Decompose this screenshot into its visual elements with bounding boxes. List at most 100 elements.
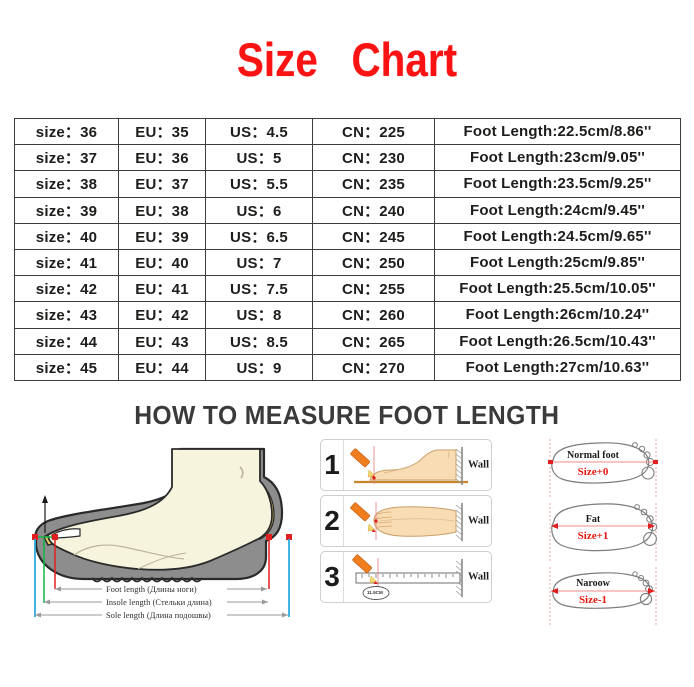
size-chart-table-zone: size：36 EU：35 US：4.5 CN：225 Foot Length:…	[0, 117, 694, 381]
cell-foot-length: Foot Length:26.5cm/10.43''	[434, 327, 681, 355]
step-number: 2	[321, 495, 344, 546]
shoe-cross-section-svg	[32, 447, 292, 618]
foot-type-fat-svg	[549, 502, 658, 563]
table-row: size：42 EU：41 US：7.5 CN：255 Foot Length:…	[14, 275, 681, 303]
cell-foot-length: Foot Length:23.5cm/9.25''	[434, 170, 681, 198]
cell-size: size：45	[14, 353, 119, 381]
cell-foot-length: Foot Length:24.5cm/9.65''	[434, 222, 681, 250]
foot-type-size-adjust: Size-1	[578, 593, 608, 606]
wall-label: Wall	[467, 515, 489, 527]
wall-label: Wall	[467, 571, 489, 583]
wall-label: Wall	[467, 459, 489, 471]
cell-size: size：44	[14, 327, 119, 355]
foot-type-normal-svg	[548, 438, 658, 499]
cell-foot-length: Foot Length:22.5cm/8.86''	[434, 117, 681, 146]
step-3-illustration: 11.5CM Wall	[344, 552, 491, 602]
foot-type-narrow-svg	[549, 566, 657, 627]
foot-type-panel: Normal foot Size+0 Fat Size+1	[498, 437, 688, 642]
table-row: size：40 EU：39 US：6.5 CN：245 Foot Length:…	[14, 222, 681, 250]
cell-us: US：8	[205, 301, 313, 329]
cell-foot-length: Foot Length:25cm/9.85''	[434, 248, 681, 277]
foot-type-name: Naroow	[576, 577, 610, 589]
step-number: 1	[321, 439, 344, 490]
list-item: 3	[320, 550, 492, 603]
cell-foot-length: Foot Length:25.5cm/10.05''	[434, 275, 681, 303]
cell-eu: EU：43	[118, 327, 206, 355]
cell-us: US：7	[205, 248, 313, 277]
cell-cn: CN：270	[312, 353, 435, 381]
cell-us: US：6	[205, 196, 313, 224]
step-1-illustration: Wall	[344, 440, 491, 490]
step-2-illustration: Wall	[344, 496, 491, 546]
cell-eu: EU：38	[118, 196, 206, 224]
size-chart-table: size：36 EU：35 US：4.5 CN：225 Foot Length:…	[14, 117, 681, 381]
cell-cn: CN：230	[312, 144, 435, 172]
cell-eu: EU：44	[118, 353, 206, 381]
cell-eu: EU：37	[118, 170, 206, 198]
cell-us: US：9	[205, 353, 313, 381]
list-item: 2	[320, 494, 492, 547]
cell-foot-length: Foot Length:24cm/9.45''	[434, 196, 681, 224]
foot-type-fat: Fat Size+1	[498, 501, 688, 565]
table-row: size：37 EU：36 US：5 CN：230 Foot Length:23…	[14, 144, 681, 172]
foot-type-narrow: Naroow Size-1	[498, 565, 688, 629]
cell-cn: CN：235	[312, 170, 435, 198]
cell-size: size：42	[14, 275, 119, 303]
cell-eu: EU：39	[118, 222, 206, 250]
page-title: Size Chart	[236, 32, 458, 86]
foot-type-size-adjust: Size+0	[577, 465, 609, 478]
cell-size: size：38	[14, 170, 119, 198]
ruler-measurement-bubble: 11.5CM	[367, 589, 383, 595]
step-1-svg	[350, 445, 468, 485]
cell-eu: EU：35	[118, 117, 206, 146]
cell-size: size：40	[14, 222, 119, 250]
step-3-svg	[352, 554, 463, 600]
cell-size: size：39	[14, 196, 119, 224]
shoe-cross-section-diagram: Foot length (Длины ноги) Insole length (…	[14, 437, 314, 642]
cell-foot-length: Foot Length:27cm/10.63''	[434, 353, 681, 381]
cell-us: US：4.5	[205, 117, 313, 146]
cell-cn: CN：240	[312, 196, 435, 224]
step-number: 3	[321, 551, 344, 602]
cell-us: US：7.5	[205, 275, 313, 303]
cell-foot-length: Foot Length:26cm/10.24''	[434, 301, 681, 329]
table-row: size：45 EU：44 US：9 CN：270 Foot Length:27…	[14, 353, 681, 381]
foot-type-size-adjust: Size+1	[577, 529, 609, 542]
step-2-svg	[350, 501, 463, 541]
cell-us: US：5.5	[205, 170, 313, 198]
cell-cn: CN：250	[312, 248, 435, 277]
foot-type-normal: Normal foot Size+0	[498, 437, 688, 501]
measurement-illustrations: Foot length (Длины ноги) Insole length (…	[0, 437, 694, 647]
cell-cn: CN：260	[312, 301, 435, 329]
cell-cn: CN：245	[312, 222, 435, 250]
cell-cn: CN：255	[312, 275, 435, 303]
table-row: size：38 EU：37 US：5.5 CN：235 Foot Length:…	[14, 170, 681, 198]
cell-size: size：41	[14, 248, 119, 277]
table-row: size：43 EU：42 US：8 CN：260 Foot Length:26…	[14, 301, 681, 329]
cell-us: US：5	[205, 144, 313, 172]
label-foot-length: Foot length (Длины ноги)	[106, 584, 197, 594]
list-item: 1	[320, 438, 492, 491]
cell-eu: EU：42	[118, 301, 206, 329]
cell-size: size：43	[14, 301, 119, 329]
label-sole-length: Sole length (Длина подошвы)	[106, 610, 211, 620]
cell-us: US：6.5	[205, 222, 313, 250]
cell-eu: EU：40	[118, 248, 206, 277]
table-row: size：39 EU：38 US：6 CN：240 Foot Length:24…	[14, 196, 681, 224]
foot-type-name: Fat	[585, 513, 601, 525]
cell-eu: EU：36	[118, 144, 206, 172]
cell-eu: EU：41	[118, 275, 206, 303]
measure-steps-panel: 1	[320, 438, 492, 607]
table-row: size：36 EU：35 US：4.5 CN：225 Foot Length:…	[14, 117, 681, 146]
cell-cn: CN：225	[312, 117, 435, 146]
cell-size: size：37	[14, 144, 119, 172]
table-row: size：41 EU：40 US：7 CN：250 Foot Length:25…	[14, 248, 681, 277]
foot-type-name: Normal foot	[567, 449, 619, 461]
label-insole-length: Insole length (Стельки длина)	[106, 597, 212, 607]
cell-cn: CN：265	[312, 327, 435, 355]
cell-us: US：8.5	[205, 327, 313, 355]
cell-size: size：36	[14, 117, 119, 146]
how-to-measure-heading: HOW TO MEASURE FOOT LENGTH	[0, 400, 694, 431]
table-row: size：44 EU：43 US：8.5 CN：265 Foot Length:…	[14, 327, 681, 355]
title-banner: Size Chart	[0, 0, 694, 118]
